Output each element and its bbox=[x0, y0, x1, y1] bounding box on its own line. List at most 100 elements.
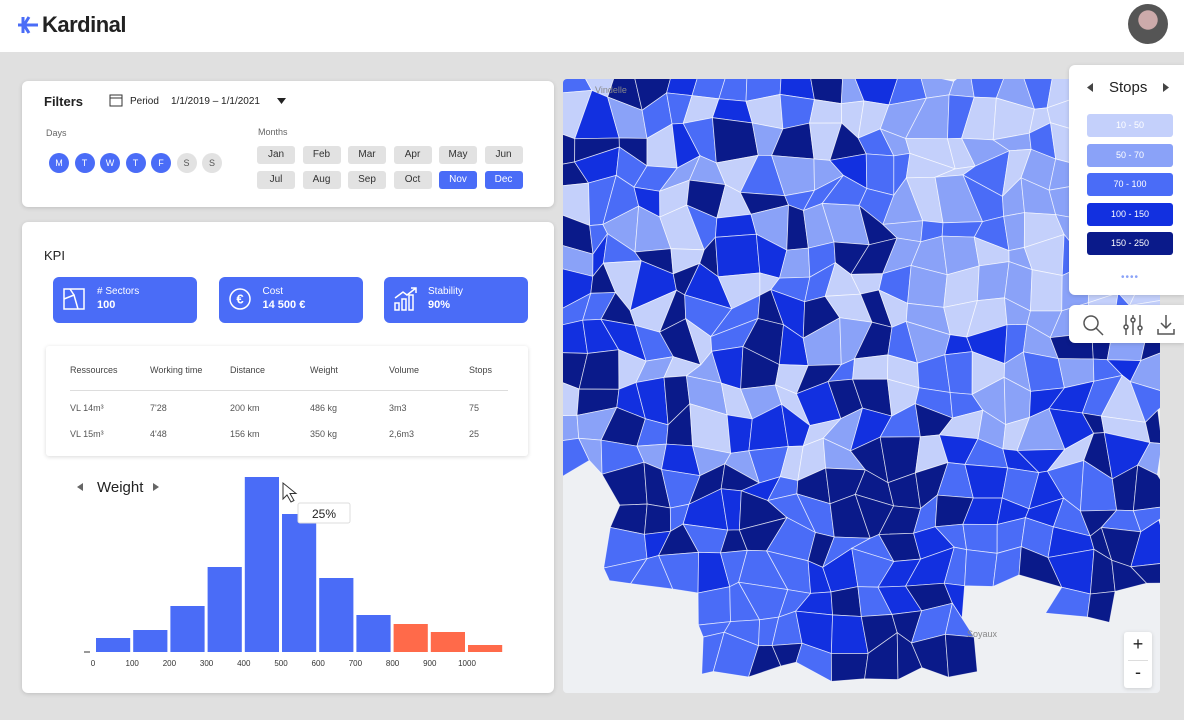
map-region bbox=[878, 289, 909, 328]
map-region bbox=[936, 462, 974, 499]
map-region bbox=[666, 92, 693, 125]
map-region bbox=[697, 551, 731, 594]
dropdown-arrow[interactable] bbox=[277, 98, 287, 106]
map-region bbox=[857, 586, 893, 617]
kpi-card: KPI Ressources Working time Distance Weight… bbox=[22, 222, 554, 693]
map-region bbox=[822, 407, 864, 452]
map-region bbox=[795, 642, 832, 683]
table-header: Distance bbox=[230, 365, 266, 375]
month-toggle[interactable]: Jan bbox=[257, 146, 295, 164]
tool-icons[interactable] bbox=[1081, 313, 1181, 337]
month-toggle[interactable]: Jul bbox=[257, 171, 295, 189]
map-region bbox=[607, 96, 648, 139]
map-region bbox=[1020, 517, 1054, 559]
map-region bbox=[802, 202, 835, 249]
avatar[interactable] bbox=[1128, 4, 1168, 44]
legend-range[interactable]: 10 - 50 bbox=[1087, 114, 1173, 137]
table-header: Stops bbox=[469, 365, 493, 375]
map-region bbox=[949, 392, 984, 419]
map-region bbox=[796, 493, 835, 538]
month-toggle[interactable]: Mar bbox=[348, 146, 386, 164]
map-region bbox=[962, 150, 1010, 197]
map-region bbox=[634, 324, 674, 362]
day-toggle[interactable]: T bbox=[125, 153, 146, 173]
pager-dots[interactable]: •••• bbox=[1121, 272, 1140, 283]
map-region bbox=[1001, 148, 1032, 198]
map-region bbox=[771, 122, 815, 160]
map-region bbox=[944, 351, 973, 395]
map-region bbox=[771, 155, 815, 197]
map-region bbox=[755, 233, 788, 279]
month-toggle[interactable]: Aug bbox=[302, 171, 341, 189]
map-region bbox=[1129, 349, 1160, 396]
month-toggle[interactable]: Apr bbox=[393, 146, 432, 164]
day-toggle[interactable]: S bbox=[202, 153, 222, 173]
zoom-out[interactable]: - bbox=[1135, 662, 1141, 682]
map-region bbox=[914, 403, 954, 438]
map-region bbox=[910, 235, 948, 276]
map-region bbox=[644, 530, 672, 560]
map-region bbox=[807, 241, 836, 278]
map-region bbox=[716, 183, 752, 219]
map-region bbox=[1002, 448, 1041, 474]
map-region bbox=[1004, 261, 1033, 312]
map-region bbox=[808, 79, 843, 105]
kpi-label: Cost bbox=[262, 286, 284, 297]
map-region bbox=[671, 122, 701, 169]
map-region bbox=[633, 186, 661, 218]
prev-arrow[interactable] bbox=[1087, 83, 1095, 93]
month-toggle[interactable]: Sep bbox=[348, 171, 386, 189]
map-region bbox=[934, 165, 976, 178]
map-region bbox=[589, 224, 608, 256]
month-toggle[interactable]: Dec bbox=[484, 171, 523, 189]
map-region bbox=[864, 631, 899, 680]
map-region bbox=[854, 493, 895, 539]
day-toggle[interactable]: T bbox=[74, 153, 95, 173]
map-region bbox=[947, 94, 975, 140]
map-region bbox=[794, 591, 834, 616]
map-region bbox=[711, 98, 753, 124]
month-toggle[interactable]: Feb bbox=[302, 146, 341, 164]
stops-legend: Stops •••• 10 - 50 50 - 70 70 - 100 100 - 1… bbox=[1069, 65, 1184, 295]
map-region bbox=[1026, 310, 1063, 339]
map-region bbox=[1023, 233, 1065, 276]
kpi-icon: € bbox=[228, 288, 251, 310]
map-region bbox=[1020, 148, 1057, 191]
next-arrow[interactable] bbox=[1163, 83, 1171, 93]
map-region bbox=[1129, 380, 1160, 424]
map-region bbox=[770, 288, 806, 339]
month-toggle[interactable]: Oct bbox=[393, 171, 432, 189]
zoom-divider bbox=[1128, 660, 1148, 661]
map-region bbox=[1002, 176, 1025, 217]
legend-range[interactable]: 70 - 100 bbox=[1087, 173, 1173, 196]
legend-range[interactable]: 50 - 70 bbox=[1087, 143, 1173, 167]
legend-range[interactable]: 150 - 250 bbox=[1087, 232, 1173, 255]
day-toggle[interactable]: M bbox=[49, 153, 69, 173]
kpi-tile: Stability 90% bbox=[384, 277, 528, 323]
map-region bbox=[1144, 409, 1160, 445]
map-region bbox=[778, 324, 809, 366]
month-toggle[interactable]: Jun bbox=[484, 146, 523, 164]
day-toggle[interactable]: S bbox=[176, 153, 197, 173]
map-region bbox=[720, 463, 761, 492]
zoom-in[interactable]: + bbox=[1132, 634, 1144, 654]
map-region bbox=[914, 434, 949, 474]
calendar-icon bbox=[109, 94, 123, 107]
map-region bbox=[682, 95, 720, 124]
map-region bbox=[824, 262, 862, 297]
month-toggle[interactable]: Nov bbox=[439, 171, 477, 189]
logo-icon bbox=[18, 16, 38, 34]
day-toggle[interactable]: W bbox=[100, 153, 120, 173]
map-region bbox=[634, 205, 672, 253]
map-region bbox=[629, 554, 674, 590]
legend-range[interactable]: 100 - 150 bbox=[1087, 202, 1173, 226]
day-toggle[interactable]: F bbox=[151, 153, 171, 173]
map-region bbox=[795, 380, 842, 426]
map-region bbox=[686, 204, 718, 251]
map-region bbox=[913, 526, 955, 560]
map-region bbox=[822, 547, 859, 593]
month-toggle[interactable]: May bbox=[439, 146, 477, 164]
map-region bbox=[802, 317, 842, 366]
map-region bbox=[821, 536, 872, 569]
period-value[interactable]: 1/1/2019 – 1/1/2021 bbox=[171, 96, 260, 107]
